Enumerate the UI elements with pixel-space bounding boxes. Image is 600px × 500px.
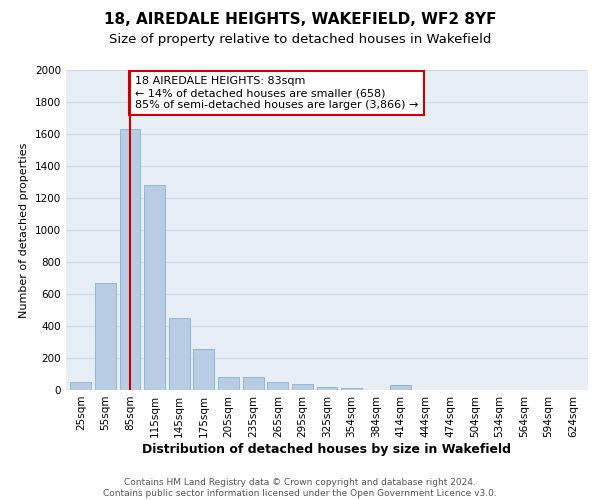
Bar: [70, 382, 91, 390]
Text: 18, AIREDALE HEIGHTS, WAKEFIELD, WF2 8YF: 18, AIREDALE HEIGHTS, WAKEFIELD, WF2 8YF: [104, 12, 496, 28]
Bar: [267, 382, 288, 390]
Bar: [391, 385, 412, 390]
Bar: [119, 129, 140, 390]
Bar: [144, 185, 165, 390]
Y-axis label: Number of detached properties: Number of detached properties: [19, 142, 29, 318]
Bar: [317, 387, 337, 390]
Bar: [218, 377, 239, 390]
Text: Contains HM Land Registry data © Crown copyright and database right 2024.
Contai: Contains HM Land Registry data © Crown c…: [103, 478, 497, 498]
Bar: [95, 283, 116, 390]
Bar: [193, 349, 214, 390]
Text: Size of property relative to detached houses in Wakefield: Size of property relative to detached ho…: [109, 32, 491, 46]
Bar: [169, 318, 190, 390]
Bar: [341, 388, 362, 390]
X-axis label: Distribution of detached houses by size in Wakefield: Distribution of detached houses by size …: [143, 442, 511, 456]
Bar: [292, 384, 313, 390]
Text: 18 AIREDALE HEIGHTS: 83sqm
← 14% of detached houses are smaller (658)
85% of sem: 18 AIREDALE HEIGHTS: 83sqm ← 14% of deta…: [135, 76, 418, 110]
Bar: [242, 377, 263, 390]
